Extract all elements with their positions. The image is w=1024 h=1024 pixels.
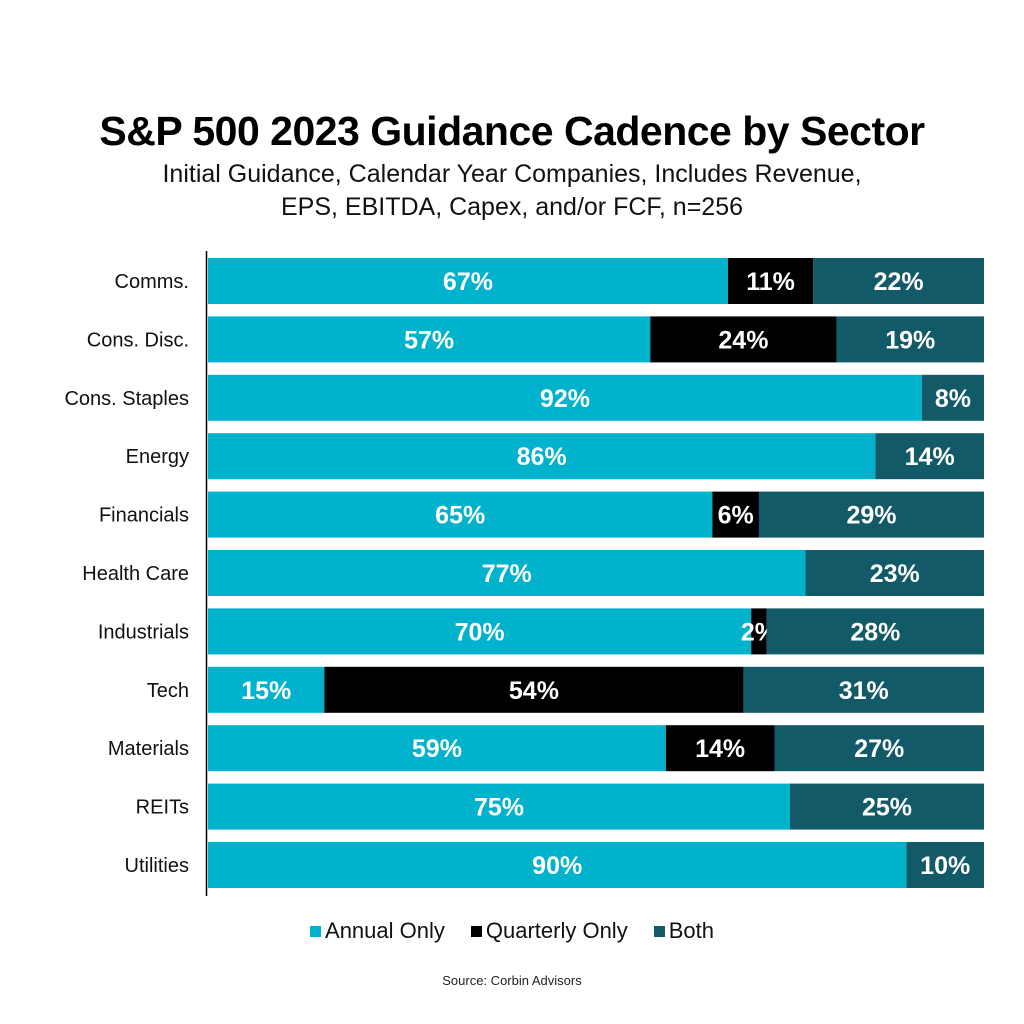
data-label-financials-both: 29% <box>846 502 896 530</box>
legend-swatch-annual-only <box>310 925 322 937</box>
bar-cons-staples-both <box>921 374 984 421</box>
data-label-utilities-annual-only: 90% <box>532 852 582 880</box>
data-label-cons-disc-annual-only: 57% <box>404 326 454 354</box>
data-label-tech-annual-only: 15% <box>241 677 291 705</box>
legend-item-annual-only: Annual Only <box>310 918 445 944</box>
bar-tech-quarterly-only <box>324 666 744 713</box>
data-label-materials-both: 27% <box>854 735 904 763</box>
data-label-cons-disc-both: 19% <box>885 326 935 354</box>
legend-swatch-both <box>653 925 665 937</box>
category-label-health-care: Health Care <box>82 563 189 585</box>
legend-swatch-quarterly-only <box>470 925 482 937</box>
data-label-health-care-annual-only: 77% <box>482 560 532 588</box>
category-label-financials: Financials <box>99 505 189 527</box>
data-label-tech-quarterly-only: 54% <box>509 677 559 705</box>
bar-tech-both <box>743 666 984 713</box>
category-label-reits: REITs <box>136 797 189 819</box>
data-label-materials-annual-only: 59% <box>412 735 462 763</box>
bar-tech-annual-only <box>208 666 325 713</box>
data-label-materials-quarterly-only: 14% <box>695 735 745 763</box>
data-label-industrials-annual-only: 70% <box>455 618 505 646</box>
bar-reits-both <box>790 783 984 830</box>
category-label-materials: Materials <box>108 738 189 760</box>
bar-cons-disc-annual-only <box>208 316 651 363</box>
data-label-tech-both: 31% <box>839 677 889 705</box>
chart-title: S&P 500 2023 Guidance Cadence by Sector <box>99 108 925 154</box>
category-label-cons-staples: Cons. Staples <box>64 388 189 410</box>
data-label-energy-both: 14% <box>905 443 955 471</box>
bar-cons-disc-quarterly-only <box>650 316 837 363</box>
data-label-financials-quarterly-only: 6% <box>718 502 754 530</box>
legend: Annual Only Quarterly Only Both <box>0 918 1024 944</box>
bar-comms-annual-only <box>208 258 728 304</box>
category-label-energy: Energy <box>126 446 189 468</box>
data-label-cons-staples-both: 8% <box>935 385 971 413</box>
data-label-industrials-both: 28% <box>850 618 900 646</box>
data-label-health-care-both: 23% <box>870 560 920 588</box>
bar-energy-annual-only <box>208 433 876 480</box>
bar-materials-both <box>774 725 984 772</box>
category-label-comms: Comms. <box>115 271 189 293</box>
bar-utilities-both <box>906 842 984 888</box>
data-label-reits-both: 25% <box>862 794 912 822</box>
data-label-cons-disc-quarterly-only: 24% <box>718 326 768 354</box>
data-label-comms-both: 22% <box>874 268 924 296</box>
data-label-comms-quarterly-only: 11% <box>746 268 795 296</box>
chart-subtitle-line-1: Initial Guidance, Calendar Year Companie… <box>162 160 862 188</box>
bar-cons-staples-annual-only <box>208 374 922 421</box>
bar-health-care-annual-only <box>208 550 806 596</box>
data-label-comms-annual-only: 67% <box>443 268 493 296</box>
data-label-reits-annual-only: 75% <box>474 794 524 822</box>
bar-cons-disc-both <box>836 316 984 363</box>
bar-comms-both <box>813 258 984 304</box>
data-label-utilities-both: 10% <box>920 852 970 880</box>
legend-item-both: Both <box>653 918 714 944</box>
category-label-cons-disc: Cons. Disc. <box>87 329 189 351</box>
bar-materials-annual-only <box>208 725 666 772</box>
bar-industrials-quarterly-only <box>751 608 767 655</box>
legend-label-both: Both <box>668 918 714 943</box>
legend-label-quarterly-only: Quarterly Only <box>485 918 628 943</box>
category-label-tech: Tech <box>147 680 189 702</box>
category-label-industrials: Industrials <box>98 621 189 643</box>
source-note: Source: Corbin Advisors <box>442 973 582 988</box>
bar-industrials-both <box>766 608 984 655</box>
bar-utilities-annual-only <box>208 842 907 888</box>
data-label-energy-annual-only: 86% <box>517 443 567 471</box>
category-label-utilities: Utilities <box>125 855 189 877</box>
bar-financials-annual-only <box>208 491 713 538</box>
bar-energy-both <box>875 433 984 480</box>
legend-label-annual-only: Annual Only <box>325 918 445 943</box>
chart-subtitle-line-2: EPS, EBITDA, Capex, and/or FCF, n=256 <box>280 193 744 221</box>
data-label-financials-annual-only: 65% <box>435 502 485 530</box>
data-label-cons-staples-annual-only: 92% <box>540 385 590 413</box>
bar-financials-both <box>758 491 984 538</box>
bar-financials-quarterly-only <box>712 491 759 538</box>
bar-materials-quarterly-only <box>665 725 775 772</box>
legend-item-quarterly-only: Quarterly Only <box>470 918 628 944</box>
bar-industrials-annual-only <box>208 608 752 655</box>
bar-health-care-both <box>805 550 984 596</box>
bar-comms-quarterly-only <box>727 258 814 304</box>
bar-reits-annual-only <box>208 783 790 830</box>
